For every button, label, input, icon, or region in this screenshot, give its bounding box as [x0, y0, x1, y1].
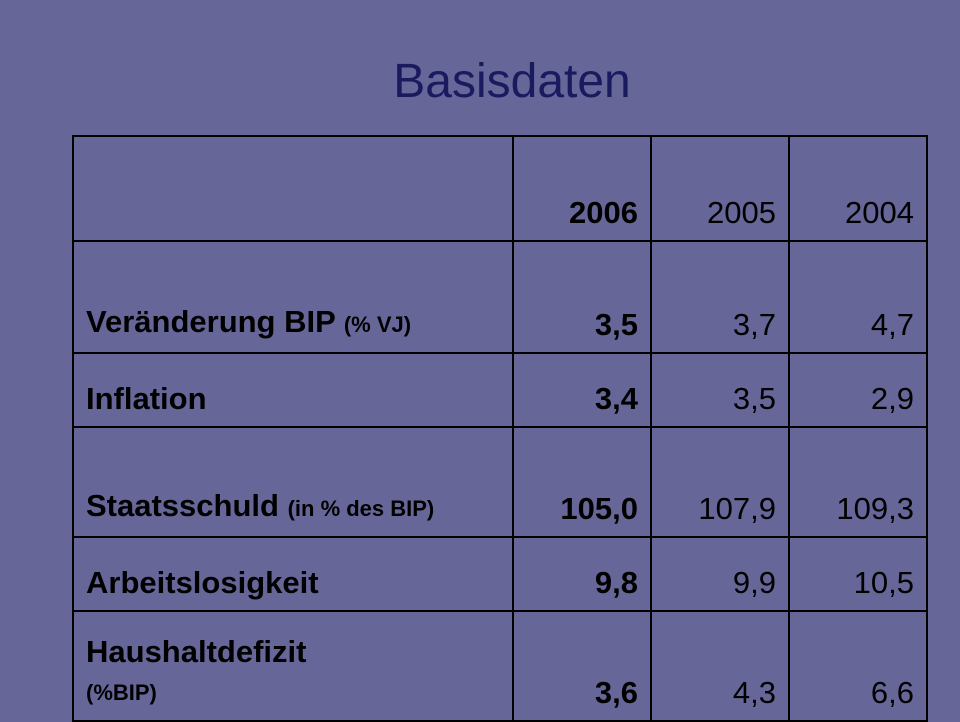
- header-year-2004: 2004: [788, 135, 928, 242]
- data-table: 2006 2005 2004 Veränderung BIP (% VJ) 3,…: [72, 135, 928, 722]
- table-row-staatsschuld: Staatsschuld (in % des BIP) 105,0 107,9 …: [72, 426, 928, 538]
- row-unit: (% VJ): [343, 312, 412, 337]
- row-label-text: Arbeitslosigkeit: [86, 565, 319, 600]
- cell-inflation-2005: 3,5: [650, 352, 790, 428]
- header-corner-cell: [72, 135, 514, 242]
- row-label-text: Veränderung BIP: [86, 304, 336, 339]
- cell-bip-2005: 3,7: [650, 240, 790, 354]
- row-label-text: Haushaltdefizit: [86, 634, 307, 669]
- table-row-haushaltdefizit: Haushaltdefizit (%BIP) 3,6 4,3 6,6: [72, 610, 928, 722]
- row-label-bip: Veränderung BIP (% VJ): [72, 240, 514, 354]
- cell-arbeitslosigkeit-2004: 10,5: [788, 536, 928, 612]
- cell-staatsschuld-2005: 107,9: [650, 426, 790, 538]
- cell-staatsschuld-2006: 105,0: [512, 426, 652, 538]
- table-row-bip: Veränderung BIP (% VJ) 3,5 3,7 4,7: [72, 240, 928, 354]
- cell-haushaltdefizit-2006: 3,6: [512, 610, 652, 722]
- header-year-2006: 2006: [512, 135, 652, 242]
- row-label-haushaltdefizit: Haushaltdefizit (%BIP): [72, 610, 514, 722]
- row-label-text: Staatsschuld: [86, 488, 279, 523]
- cell-staatsschuld-2004: 109,3: [788, 426, 928, 538]
- table-row-arbeitslosigkeit: Arbeitslosigkeit 9,8 9,9 10,5: [72, 536, 928, 612]
- cell-arbeitslosigkeit-2005: 9,9: [650, 536, 790, 612]
- table-row-inflation: Inflation 3,4 3,5 2,9: [72, 352, 928, 428]
- row-unit: (in % des BIP): [287, 496, 435, 521]
- cell-bip-2004: 4,7: [788, 240, 928, 354]
- row-label-staatsschuld: Staatsschuld (in % des BIP): [72, 426, 514, 538]
- table-header-row: 2006 2005 2004: [72, 135, 928, 242]
- cell-haushaltdefizit-2004: 6,6: [788, 610, 928, 722]
- slide-title: Basisdaten: [393, 55, 631, 108]
- row-label-text: Inflation: [86, 381, 207, 416]
- cell-arbeitslosigkeit-2006: 9,8: [512, 536, 652, 612]
- row-label-arbeitslosigkeit: Arbeitslosigkeit: [72, 536, 514, 612]
- cell-bip-2006: 3,5: [512, 240, 652, 354]
- cell-inflation-2006: 3,4: [512, 352, 652, 428]
- header-year-2005: 2005: [650, 135, 790, 242]
- row-label-inflation: Inflation: [72, 352, 514, 428]
- row-unit: (%BIP): [86, 680, 157, 705]
- cell-haushaltdefizit-2005: 4,3: [650, 610, 790, 722]
- cell-inflation-2004: 2,9: [788, 352, 928, 428]
